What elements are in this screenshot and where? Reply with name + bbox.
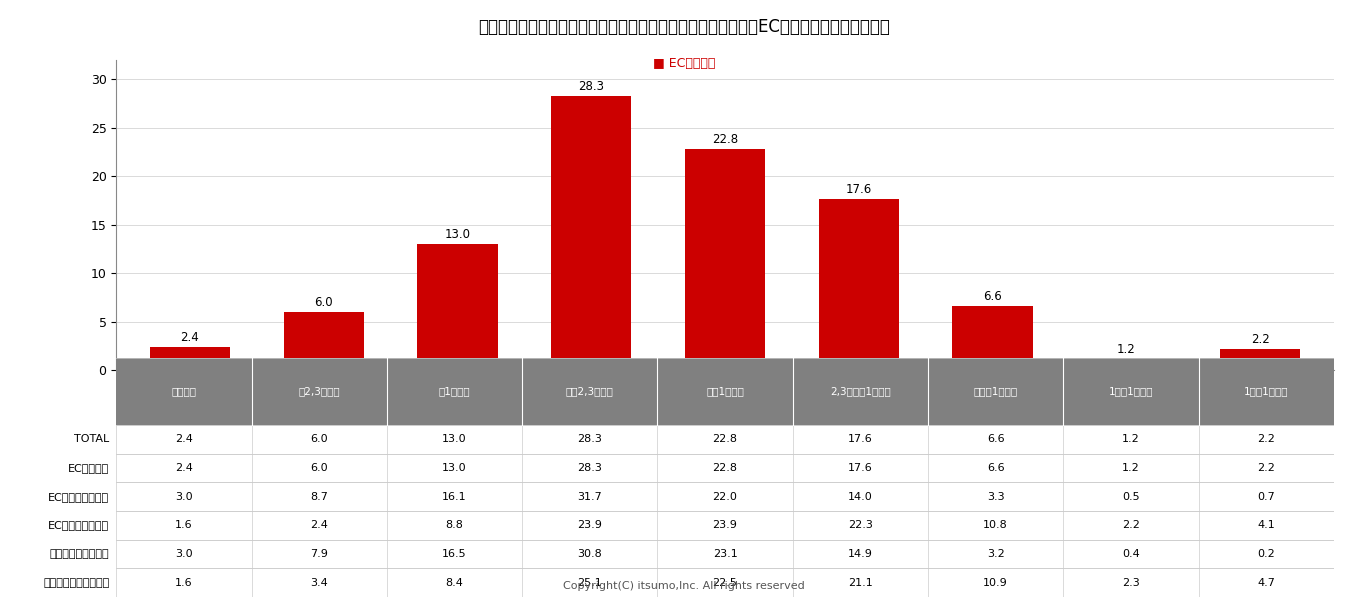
Text: 0.2: 0.2 — [1257, 549, 1275, 559]
Text: 23.1: 23.1 — [713, 549, 737, 559]
Text: 0.5: 0.5 — [1122, 492, 1140, 501]
Text: 25.1: 25.1 — [577, 578, 602, 587]
FancyBboxPatch shape — [116, 540, 1334, 568]
Text: 2,3か月に1回程度: 2,3か月に1回程度 — [830, 387, 891, 396]
Text: 3.4: 3.4 — [311, 578, 328, 587]
Text: 6.6: 6.6 — [986, 435, 1004, 444]
FancyBboxPatch shape — [116, 454, 1334, 482]
Text: 30.8: 30.8 — [577, 549, 602, 559]
Text: 17.6: 17.6 — [848, 435, 873, 444]
Text: 半年に1回程度: 半年に1回程度 — [974, 387, 1018, 396]
Text: 7.9: 7.9 — [311, 549, 328, 559]
Text: 月に1回程度: 月に1回程度 — [706, 387, 744, 396]
Text: 2.3: 2.3 — [1122, 578, 1140, 587]
Text: 10.9: 10.9 — [984, 578, 1008, 587]
Text: 2.2: 2.2 — [1122, 521, 1140, 530]
Text: 22.8: 22.8 — [711, 133, 739, 146]
Text: 13.0: 13.0 — [442, 435, 466, 444]
Text: 28.3: 28.3 — [577, 463, 602, 473]
Text: 8.7: 8.7 — [311, 492, 328, 501]
Text: 2.2: 2.2 — [1257, 435, 1275, 444]
Text: 22.8: 22.8 — [713, 435, 737, 444]
Text: 6.6: 6.6 — [986, 463, 1004, 473]
Text: ほぼ毎日: ほぼ毎日 — [171, 387, 197, 396]
Text: 22.3: 22.3 — [848, 521, 873, 530]
Text: 23.9: 23.9 — [713, 521, 737, 530]
Text: 13.0: 13.0 — [442, 463, 466, 473]
FancyBboxPatch shape — [116, 425, 1334, 454]
Text: 3.0: 3.0 — [175, 492, 193, 501]
Text: 1.2: 1.2 — [1118, 343, 1135, 356]
Text: 週2,3回程度: 週2,3回程度 — [298, 387, 341, 396]
Bar — [1220, 349, 1301, 370]
Bar — [1086, 358, 1167, 370]
Bar — [818, 199, 899, 370]
Text: 2.4: 2.4 — [311, 521, 328, 530]
Text: 0.7: 0.7 — [1257, 492, 1275, 501]
Text: 月に2,3回程度: 月に2,3回程度 — [566, 387, 614, 396]
Text: 3.0: 3.0 — [175, 549, 193, 559]
Text: 2.4: 2.4 — [181, 331, 200, 344]
Text: 16.1: 16.1 — [442, 492, 466, 501]
FancyBboxPatch shape — [116, 482, 1334, 511]
Text: 週1回程度: 週1回程度 — [439, 387, 471, 396]
Text: 4.1: 4.1 — [1257, 521, 1275, 530]
Text: 2.2: 2.2 — [1250, 333, 1270, 346]
Text: 2.4: 2.4 — [175, 435, 193, 444]
Bar — [149, 347, 230, 370]
Text: 2.2: 2.2 — [1257, 463, 1275, 473]
Text: 17.6: 17.6 — [848, 463, 873, 473]
Text: 3.2: 3.2 — [986, 549, 1004, 559]
Text: 8.4: 8.4 — [446, 578, 464, 587]
Text: 3.3: 3.3 — [986, 492, 1004, 501]
Text: ECギフト利用なし: ECギフト利用なし — [48, 521, 109, 530]
Text: 1年に1回未満: 1年に1回未満 — [1244, 387, 1289, 396]
Text: 8.8: 8.8 — [446, 521, 464, 530]
Text: ■ EC利用あり: ■ EC利用あり — [653, 57, 715, 70]
Text: 10.8: 10.8 — [984, 521, 1008, 530]
Text: 1.6: 1.6 — [175, 521, 193, 530]
Text: あなたは普段、どれくらいの頻度でオンラインショッピングやECサイトを利用しますか？: あなたは普段、どれくらいの頻度でオンラインショッピングやECサイトを利用しますか… — [477, 18, 891, 36]
Text: 4.7: 4.7 — [1257, 578, 1275, 587]
Text: EC利用あり: EC利用あり — [68, 463, 109, 473]
Text: 1年に1回程度: 1年に1回程度 — [1108, 387, 1153, 396]
Text: 31.7: 31.7 — [577, 492, 602, 501]
Bar — [551, 96, 632, 370]
Bar — [685, 149, 765, 370]
Bar — [952, 306, 1033, 370]
Text: 13.0: 13.0 — [445, 228, 471, 241]
FancyBboxPatch shape — [116, 511, 1334, 540]
Text: 0.4: 0.4 — [1122, 549, 1140, 559]
Text: 6.0: 6.0 — [311, 463, 328, 473]
Text: 23.9: 23.9 — [577, 521, 602, 530]
Text: 16.5: 16.5 — [442, 549, 466, 559]
Text: 21.1: 21.1 — [848, 578, 873, 587]
Bar — [283, 312, 364, 370]
Text: 14.9: 14.9 — [848, 549, 873, 559]
Text: 28.3: 28.3 — [579, 79, 605, 93]
Text: 購入後レビューしない: 購入後レビューしない — [44, 578, 109, 587]
Text: 購入後レビューする: 購入後レビューする — [49, 549, 109, 559]
Text: ECギフト利用あり: ECギフト利用あり — [48, 492, 109, 501]
Text: 22.0: 22.0 — [713, 492, 737, 501]
Text: 2.4: 2.4 — [175, 463, 193, 473]
Text: 6.0: 6.0 — [315, 296, 332, 309]
Bar — [417, 244, 498, 370]
Text: 1.6: 1.6 — [175, 578, 193, 587]
Text: 1.2: 1.2 — [1122, 463, 1140, 473]
FancyBboxPatch shape — [116, 568, 1334, 597]
Text: 22.8: 22.8 — [713, 463, 737, 473]
Text: 17.6: 17.6 — [845, 183, 871, 196]
Text: 28.3: 28.3 — [577, 435, 602, 444]
Text: 14.0: 14.0 — [848, 492, 873, 501]
Text: TOTAL: TOTAL — [74, 435, 109, 444]
FancyBboxPatch shape — [116, 358, 1334, 425]
Text: 6.0: 6.0 — [311, 435, 328, 444]
Text: 22.5: 22.5 — [713, 578, 737, 587]
Text: Copyright(C) itsumo,Inc. All rights reserved: Copyright(C) itsumo,Inc. All rights rese… — [564, 581, 804, 591]
Text: 6.6: 6.6 — [984, 290, 1001, 303]
Text: 1.2: 1.2 — [1122, 435, 1140, 444]
